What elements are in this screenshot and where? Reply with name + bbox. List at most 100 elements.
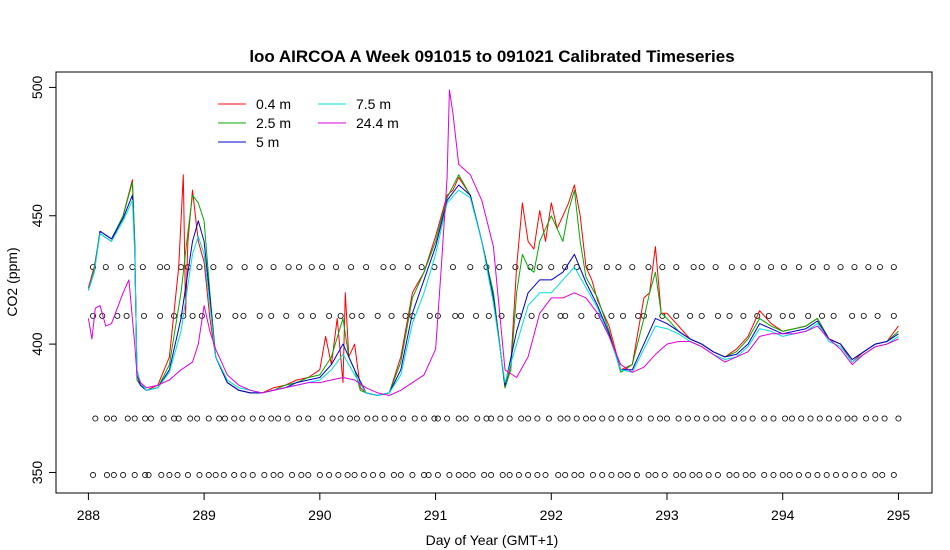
data-point-marker — [608, 472, 615, 479]
data-point-marker — [142, 415, 149, 422]
data-point-marker — [698, 312, 705, 319]
data-point-marker — [374, 312, 381, 319]
data-point-marker — [370, 472, 377, 479]
data-point-marker — [474, 415, 481, 422]
data-point-marker — [268, 415, 275, 422]
data-point-marker — [851, 264, 858, 271]
data-point-marker — [174, 472, 181, 479]
x-tick-label: 291 — [424, 507, 448, 523]
marker-layer — [90, 264, 902, 479]
data-point-marker — [120, 472, 127, 479]
data-point-marker — [578, 472, 585, 479]
data-point-marker — [506, 472, 513, 479]
data-point-marker — [659, 264, 666, 271]
data-point-marker — [626, 415, 633, 422]
data-point-marker — [782, 415, 789, 422]
series-layer — [87, 89, 899, 396]
data-point-marker — [635, 312, 642, 319]
data-point-marker — [770, 472, 777, 479]
data-point-marker — [425, 472, 432, 479]
data-point-marker — [452, 312, 459, 319]
data-point-marker — [309, 312, 316, 319]
x-tick-label: 292 — [540, 507, 564, 523]
data-point-marker — [525, 415, 532, 422]
data-point-marker — [335, 472, 342, 479]
data-point-marker — [389, 264, 396, 271]
data-point-marker — [728, 264, 735, 271]
data-point-marker — [258, 415, 265, 422]
data-point-marker — [673, 264, 680, 271]
data-point-marker — [444, 415, 451, 422]
legend-label: 5 m — [256, 134, 279, 150]
data-point-marker — [779, 312, 786, 319]
data-point-marker — [872, 472, 879, 479]
data-point-marker — [814, 472, 821, 479]
data-point-marker — [749, 472, 756, 479]
data-point-marker — [761, 472, 768, 479]
data-point-marker — [712, 415, 719, 422]
data-point-marker — [308, 264, 315, 271]
data-point-marker — [240, 472, 247, 479]
data-point-marker — [194, 415, 201, 422]
data-point-marker — [542, 472, 549, 479]
data-point-marker — [860, 312, 867, 319]
data-point-marker — [879, 472, 886, 479]
data-point-marker — [131, 415, 138, 422]
data-point-marker — [832, 472, 839, 479]
data-point-marker — [316, 472, 323, 479]
data-point-marker — [657, 415, 664, 422]
data-point-marker — [226, 264, 233, 271]
data-point-marker — [196, 472, 203, 479]
data-point-marker — [557, 415, 564, 422]
data-point-marker — [555, 472, 562, 479]
data-point-marker — [326, 312, 333, 319]
data-point-marker — [418, 264, 425, 271]
data-point-marker — [673, 312, 680, 319]
data-point-marker — [157, 312, 164, 319]
data-point-marker — [400, 415, 407, 422]
data-point-marker — [344, 472, 351, 479]
data-point-marker — [305, 415, 312, 422]
data-point-marker — [488, 415, 495, 422]
data-point-marker — [633, 472, 640, 479]
x-tick-label: 295 — [887, 507, 911, 523]
data-point-marker — [117, 264, 124, 271]
legend-label: 24.4 m — [356, 115, 399, 131]
data-point-marker — [664, 415, 671, 422]
data-point-marker — [210, 264, 217, 271]
data-point-marker — [455, 415, 462, 422]
data-point-marker — [358, 312, 365, 319]
data-point-marker — [145, 472, 152, 479]
x-axis: 288 289 290 291 292 293 294 295 — [77, 492, 911, 523]
data-point-marker — [498, 312, 505, 319]
data-point-marker — [816, 415, 823, 422]
data-point-marker — [215, 312, 222, 319]
data-point-marker — [483, 415, 490, 422]
data-point-marker — [689, 472, 696, 479]
data-point-marker — [381, 415, 388, 422]
data-point-marker — [241, 264, 248, 271]
data-point-marker — [434, 472, 441, 479]
legend-label: 0.4 m — [256, 96, 291, 112]
data-point-marker — [103, 472, 110, 479]
data-point-marker — [506, 415, 513, 422]
data-point-marker — [608, 415, 615, 422]
data-point-marker — [603, 264, 610, 271]
data-point-marker — [404, 264, 411, 271]
data-point-marker — [363, 264, 370, 271]
data-point-marker — [624, 472, 631, 479]
data-point-marker — [849, 312, 856, 319]
data-point-marker — [876, 264, 883, 271]
data-point-marker — [740, 264, 747, 271]
data-point-marker — [402, 312, 409, 319]
data-point-marker — [690, 264, 697, 271]
data-point-marker — [615, 264, 622, 271]
data-point-marker — [333, 264, 340, 271]
y-tick-label: 350 — [29, 461, 45, 485]
data-point-marker — [589, 472, 596, 479]
data-point-marker — [481, 472, 488, 479]
data-point-marker — [788, 312, 795, 319]
data-point-marker — [473, 312, 480, 319]
legend: 0.4 m 2.5 m 5 m 7.5 m 24.4 m — [218, 96, 399, 150]
data-point-marker — [175, 415, 182, 422]
